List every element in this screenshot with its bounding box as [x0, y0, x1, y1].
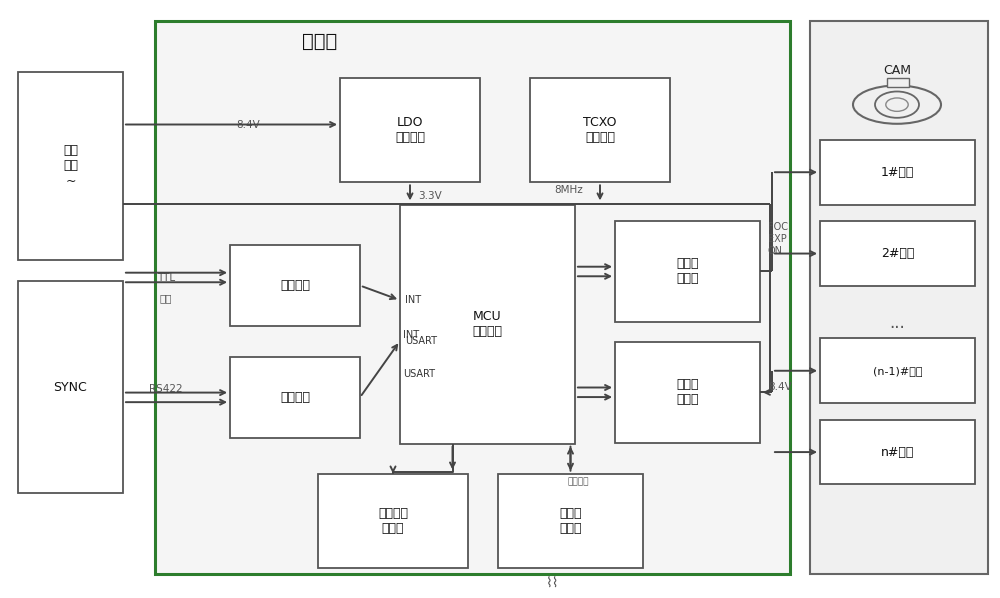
Text: FOC: FOC: [768, 222, 788, 232]
Text: 8MHz: 8MHz: [554, 185, 583, 196]
Text: 通讯单元: 通讯单元: [280, 391, 310, 404]
Text: SYNC: SYNC: [54, 381, 87, 393]
Text: 触发单元: 触发单元: [280, 279, 310, 292]
Bar: [230, 357, 360, 438]
Text: 电流采样: 电流采样: [567, 477, 589, 486]
Text: TTL: TTL: [157, 273, 175, 283]
Bar: [820, 140, 975, 205]
Text: 触发板: 触发板: [302, 32, 338, 51]
Text: n#相机: n#相机: [881, 446, 914, 459]
Bar: [18, 281, 123, 493]
Bar: [318, 474, 468, 568]
Text: (n-1)#相机: (n-1)#相机: [873, 366, 922, 376]
Text: 漏拍检
测单元: 漏拍检 测单元: [559, 507, 582, 535]
Text: RS422: RS422: [149, 384, 183, 393]
Text: USART: USART: [405, 336, 437, 346]
Text: INT: INT: [403, 330, 419, 340]
Bar: [155, 21, 790, 574]
Bar: [18, 72, 123, 260]
Text: INT: INT: [405, 295, 421, 305]
Bar: [230, 245, 360, 326]
Text: 8.4V: 8.4V: [236, 120, 260, 130]
Text: EXP: EXP: [768, 234, 787, 244]
Text: ON: ON: [768, 246, 783, 256]
Bar: [498, 474, 643, 568]
Bar: [615, 342, 760, 443]
Bar: [810, 21, 988, 574]
Text: 外部
电源
~: 外部 电源 ~: [63, 145, 78, 187]
Bar: [340, 78, 480, 182]
Text: 相机触
发单元: 相机触 发单元: [676, 258, 699, 285]
Text: CAM: CAM: [883, 64, 911, 77]
Text: ···: ···: [889, 319, 905, 337]
Bar: [400, 205, 575, 444]
Bar: [530, 78, 670, 182]
Text: LDO
降压单元: LDO 降压单元: [395, 116, 425, 144]
Bar: [615, 221, 760, 322]
Text: 8.4V: 8.4V: [768, 382, 792, 392]
Text: 3.3V: 3.3V: [418, 191, 442, 200]
Bar: [820, 420, 975, 484]
Text: 1#相机: 1#相机: [881, 166, 914, 179]
Text: ⌇⌇: ⌇⌇: [546, 576, 559, 590]
Text: 2#相机: 2#相机: [881, 247, 914, 260]
Text: USART: USART: [403, 369, 435, 379]
Text: TCXO
时钟单元: TCXO 时钟单元: [583, 116, 617, 144]
Bar: [887, 78, 909, 87]
Text: 九轴陀螺
仪单元: 九轴陀螺 仪单元: [378, 507, 408, 535]
Text: MCU
控制单元: MCU 控制单元: [473, 310, 503, 338]
Bar: [820, 338, 975, 403]
Text: 相机供
电单元: 相机供 电单元: [676, 379, 699, 406]
Text: 整分: 整分: [160, 293, 172, 303]
Bar: [820, 221, 975, 286]
